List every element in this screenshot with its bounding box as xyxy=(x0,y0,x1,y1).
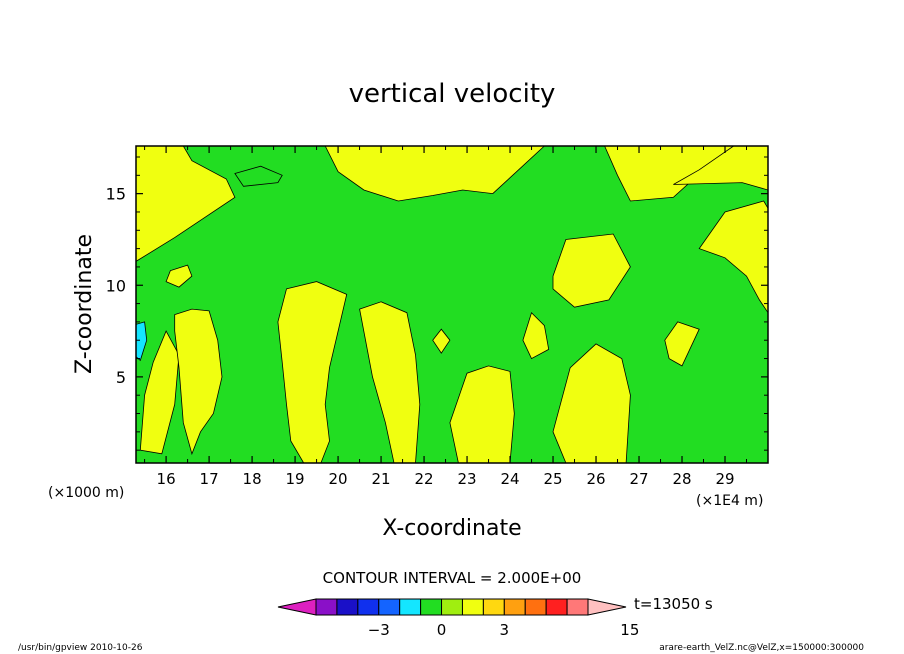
contour-region-negative-1 xyxy=(234,165,283,187)
contour-patch-positive-12 xyxy=(673,146,768,191)
y-axis-label: Z-coordinate xyxy=(72,234,97,374)
colorbar-box xyxy=(441,598,463,616)
contour-patch-positive-2 xyxy=(165,264,193,288)
colorbar-triangle-low xyxy=(277,598,317,616)
x-tick-label: 22 xyxy=(415,470,434,488)
footer-left: /usr/bin/gpview 2010-10-26 xyxy=(18,643,143,653)
contour-patch-positive-3 xyxy=(277,281,348,463)
colorbar-box xyxy=(503,598,526,616)
y-tick-label: 15 xyxy=(106,185,126,204)
footer-right: arare-earth_VelZ.nc@VelZ,x=150000:300000 xyxy=(659,643,864,653)
colorbar-box xyxy=(399,598,422,616)
contour-patch-positive-10 xyxy=(664,321,700,367)
x-tick-label: 28 xyxy=(672,470,691,488)
y-axis-ticks: 5 10 15 xyxy=(106,156,768,451)
colorbar-tick-label: 0 xyxy=(437,621,447,639)
colorbar-box xyxy=(315,598,338,616)
x-unit-left: (×1000 m) xyxy=(48,485,124,501)
colorbar-box xyxy=(482,598,505,616)
plot-area xyxy=(135,145,769,464)
contour-fills xyxy=(136,146,768,463)
time-label: t=13050 s xyxy=(634,595,713,613)
x-tick-label: 16 xyxy=(157,470,176,488)
x-tick-label: 24 xyxy=(500,470,519,488)
x-tick-label: 17 xyxy=(200,470,219,488)
colorbar-box xyxy=(378,598,401,616)
x-tick-label: 29 xyxy=(715,470,734,488)
colorbar-tick-label: 3 xyxy=(500,621,510,639)
x-tick-label: 19 xyxy=(286,470,305,488)
x-axis-label: X-coordinate xyxy=(382,516,521,541)
contour-patch-positive-8 xyxy=(552,343,631,463)
x-tick-label: 26 xyxy=(586,470,605,488)
contour-patch-positive-0 xyxy=(139,330,180,455)
colorbar-box xyxy=(357,598,380,616)
colorbar: −3 0 3 15 xyxy=(277,598,639,639)
contour-patch-positive-1 xyxy=(174,308,223,456)
colorbar-box xyxy=(545,598,568,616)
x-tick-label: 21 xyxy=(372,470,391,488)
colorbar-box xyxy=(461,598,484,616)
contour-patch-positive-5 xyxy=(432,328,451,354)
x-unit-right: (×1E4 m) xyxy=(696,493,763,509)
x-tick-label: 25 xyxy=(543,470,562,488)
x-tick-label: 27 xyxy=(629,470,648,488)
x-tick-label: 23 xyxy=(458,470,477,488)
contour-interval-label: CONTOUR INTERVAL = 2.000E+00 xyxy=(323,569,582,587)
colorbar-box xyxy=(524,598,547,616)
colorbar-tick-label: −3 xyxy=(368,621,390,639)
colorbar-tick-label: 15 xyxy=(620,621,639,639)
contour-patch-positive-4 xyxy=(359,301,421,463)
y-tick-label: 5 xyxy=(116,368,126,387)
contour-patch-positive-9 xyxy=(552,233,631,308)
contour-patch-positive-6 xyxy=(449,365,515,463)
colorbar-triangle-high xyxy=(587,598,627,616)
x-tick-label: 20 xyxy=(329,470,348,488)
y-tick-label: 10 xyxy=(106,276,126,295)
colorbar-box xyxy=(566,598,589,616)
x-tick-label: 18 xyxy=(243,470,262,488)
contour-patch-positive-11 xyxy=(698,200,768,314)
colorbar-box xyxy=(420,598,443,616)
contour-region-strong_negative-2 xyxy=(136,321,148,362)
chart-title: vertical velocity xyxy=(349,79,556,109)
colorbar-box xyxy=(336,598,359,616)
x-axis-ticks: 16 17 18 19 20 21 22 23 24 25 26 27 28 29 xyxy=(144,146,748,488)
contour-patch-positive-7 xyxy=(522,311,550,360)
plot-frame xyxy=(135,145,769,464)
